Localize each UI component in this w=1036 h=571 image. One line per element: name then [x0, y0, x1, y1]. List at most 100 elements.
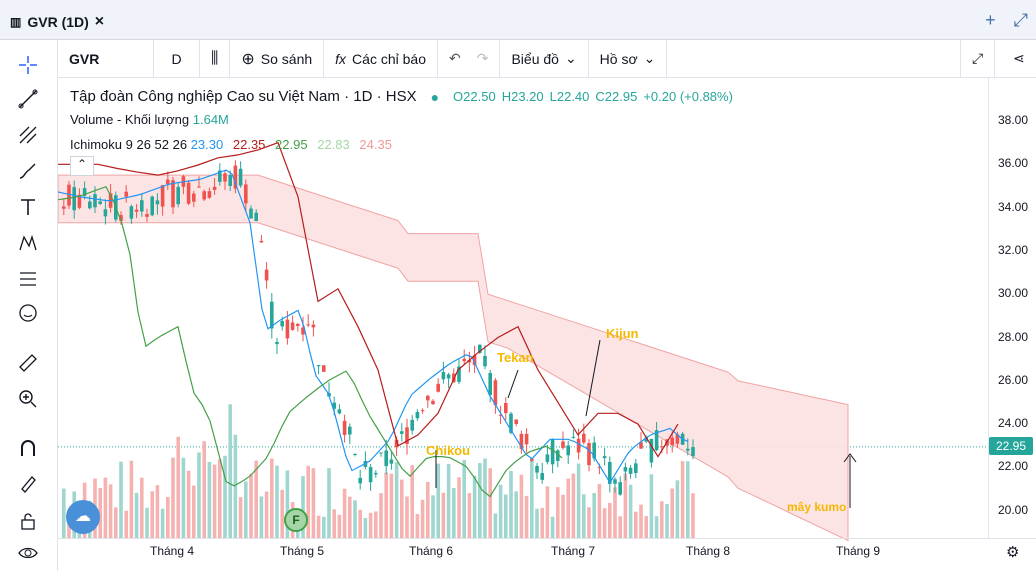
volume-bar — [514, 491, 518, 538]
volume-bar — [62, 488, 66, 538]
tenkan-value: 23.30 — [190, 137, 224, 152]
window-titlebar: ▥ GVR (1D) × + ⤢ — [0, 0, 1036, 40]
candle-body — [426, 395, 430, 401]
pattern-icon[interactable] — [17, 232, 43, 258]
volume-bar — [285, 470, 290, 538]
candle-body — [472, 355, 477, 366]
candle-body — [192, 193, 196, 202]
volume-bar — [415, 513, 420, 538]
redo-icon[interactable]: ↷ — [476, 50, 489, 66]
candle-body — [124, 191, 128, 197]
volume-bar — [592, 492, 596, 538]
time-tick-label: Tháng 6 — [409, 544, 454, 558]
chart-type-menu[interactable]: Biểu đồ ⌄ — [500, 39, 589, 78]
share-icon[interactable]: ⋖ — [1013, 50, 1025, 66]
volume-bar — [556, 487, 560, 538]
lock-icon[interactable] — [17, 510, 43, 536]
volume-bar — [488, 468, 492, 538]
time-axis-border — [58, 538, 1036, 539]
volume-bar — [363, 517, 368, 538]
volume-bar — [150, 491, 154, 538]
profile-menu[interactable]: Hồ sơ ⌄ — [589, 39, 668, 78]
volume-bar — [186, 470, 191, 538]
volume-bar — [462, 459, 466, 538]
chart-style-button[interactable]: ⫼ — [200, 39, 231, 78]
text-icon[interactable] — [17, 196, 43, 222]
undo-icon[interactable]: ↶ — [448, 50, 461, 66]
price-chart[interactable] — [58, 78, 1036, 571]
candle-body — [550, 439, 555, 465]
candle-body — [129, 206, 134, 219]
emoji-icon[interactable] — [17, 302, 43, 328]
kijun-line — [58, 141, 679, 458]
candle-body — [654, 430, 659, 451]
volume-bar — [207, 461, 212, 538]
indicators-label: Các chỉ báo — [352, 50, 426, 67]
zoom-in-icon[interactable] — [17, 388, 43, 414]
crosshair-icon[interactable] — [17, 54, 43, 80]
event-badge[interactable]: F — [284, 508, 308, 532]
interval-button[interactable]: D — [154, 39, 200, 78]
expand-icon[interactable]: ⤢ — [1013, 10, 1028, 30]
candle-body — [446, 374, 451, 379]
market-status-icon: ● — [430, 88, 440, 105]
candle-body — [587, 443, 591, 466]
volume-bar — [212, 464, 217, 538]
candle-body — [374, 472, 378, 475]
candle-body — [576, 438, 581, 453]
chevron-down-icon: ⌄ — [564, 50, 577, 66]
volume-bar — [160, 508, 165, 538]
candle-body — [686, 448, 690, 451]
price-tick-label: 28.00 — [998, 329, 1029, 344]
brush-icon[interactable] — [17, 160, 43, 186]
candle-body — [254, 212, 258, 222]
annotation-kijun: Kijun — [606, 326, 639, 341]
candle-body — [155, 200, 160, 205]
compare-button[interactable]: ⊕ So sánh — [230, 39, 325, 78]
volume-bar — [379, 493, 383, 538]
candle-body — [602, 456, 607, 459]
eye-icon[interactable] — [17, 542, 43, 568]
candle-body — [223, 173, 227, 182]
volume-bar — [394, 462, 399, 538]
candle-body — [530, 458, 534, 461]
indicators-button[interactable]: fx Các chỉ báo — [324, 39, 438, 78]
volume-bar — [134, 492, 139, 538]
settings-gear-icon[interactable]: ⚙ — [1006, 544, 1020, 561]
legend-volume: Volume - Khối lượng 1.64M — [70, 112, 229, 127]
candle-body — [634, 463, 638, 474]
prediction-icon[interactable] — [17, 268, 43, 294]
volume-bar — [639, 504, 643, 538]
candle-body — [441, 372, 446, 380]
volume-bar — [571, 473, 576, 538]
volume-bar — [358, 509, 362, 538]
fullscreen-icon[interactable]: ⤢ — [960, 39, 996, 78]
candle-body — [691, 447, 695, 457]
trend-line-icon[interactable] — [17, 88, 43, 114]
volume-bar — [493, 513, 498, 538]
price-tick-label: 38.00 — [998, 113, 1029, 127]
ruler-icon[interactable] — [17, 352, 43, 378]
close-tab-icon[interactable]: × — [94, 13, 105, 30]
candle-body — [353, 453, 357, 456]
candle-body — [436, 383, 440, 392]
symbol-search[interactable]: GVR — [58, 39, 154, 78]
volume-bar — [327, 468, 331, 538]
candle-body — [400, 431, 404, 434]
add-tab-icon[interactable]: + — [985, 10, 996, 30]
candle-body — [150, 196, 154, 216]
interval-label: D — [171, 50, 182, 67]
candle-body — [379, 452, 383, 454]
volume-bar — [561, 494, 565, 538]
arrow-tekan — [507, 369, 519, 399]
pitchfork-icon[interactable] — [17, 124, 43, 150]
candle-body — [259, 240, 264, 243]
magnet-icon[interactable] — [17, 438, 43, 464]
lock-drawing-icon[interactable] — [17, 472, 43, 498]
candle-body — [488, 373, 492, 396]
collapse-legend-button[interactable]: ⌃ — [70, 156, 94, 176]
volume-bar — [264, 491, 269, 538]
volume-bar — [270, 458, 274, 538]
ohlc-low: L22.40 — [549, 89, 590, 104]
candle-body — [280, 321, 284, 327]
